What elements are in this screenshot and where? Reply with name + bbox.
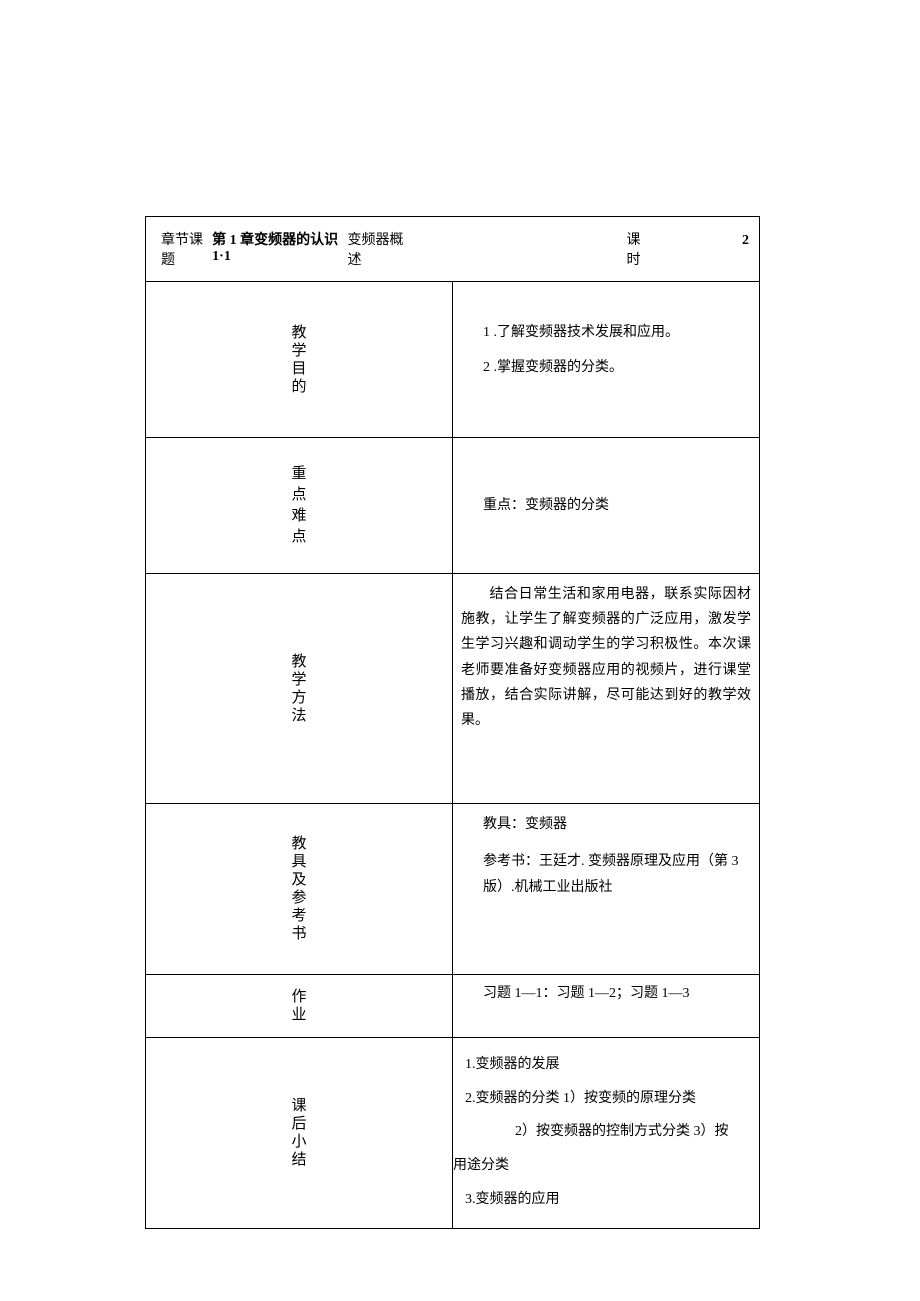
teaching-objective-content: 1 .了解变频器技术发展和应用。 2 .掌握变频器的分类。 [453, 282, 760, 438]
objective-item-2: 2 .掌握变频器的分类。 [483, 355, 744, 380]
vertical-label: 重 点 难 点 [291, 462, 306, 549]
objective-item-1: 1 .了解变频器技术发展和应用。 [483, 320, 744, 345]
class-hours-value: 2 [742, 233, 749, 249]
teaching-aids-row: 教 具 及 参 考 书 教具：变频器 参考书：王廷才. 变频器原理及应用（第 3… [146, 804, 760, 975]
vertical-label: 作 业 [291, 988, 306, 1024]
header-cell: 章节课题第 1 章变频器的认识 1·1 变频器概述 课时 2 [146, 217, 760, 282]
summary-line1: 1.变频器的发展 [465, 1048, 744, 1082]
homework-row: 作 业 习题 1—1：习题 1—2；习题 1—3 [146, 975, 760, 1038]
summary-content: 1.变频器的发展 2.变频器的分类 1）按变频的原理分类2）按变频器的控制方式分… [453, 1038, 760, 1229]
teaching-aids-content: 教具：变频器 参考书：王廷才. 变频器原理及应用（第 3 版）.机械工业出版社 [453, 804, 760, 975]
teaching-aids-line2: 参考书：王廷才. 变频器原理及应用（第 3 版）.机械工业出版社 [483, 849, 744, 899]
teaching-method-label: 教 学 方 法 [146, 574, 453, 804]
vertical-label: 教 具 及 参 考 书 [291, 835, 306, 943]
chapter-title-bold: 第 1 章变频器的认识 1·1 [212, 229, 347, 265]
key-points-text: 重点：变频器的分类 [483, 493, 744, 518]
summary-row: 课 后 小 结 1.变频器的发展 2.变频器的分类 1）按变频的原理分类2）按变… [146, 1038, 760, 1229]
vertical-label: 课 后 小 结 [291, 1097, 306, 1169]
key-points-content: 重点：变频器的分类 [453, 438, 760, 574]
header-content: 章节课题第 1 章变频器的认识 1·1 变频器概述 课时 2 [161, 229, 749, 269]
teaching-method-row: 教 学 方 法 结合日常生活和家用电器，联系实际因材施教，让学生了解变频器的广泛… [146, 574, 760, 804]
teaching-objective-row: 教 学 目 的 1 .了解变频器技术发展和应用。 2 .掌握变频器的分类。 [146, 282, 760, 438]
teaching-method-content: 结合日常生活和家用电器，联系实际因材施教，让学生了解变频器的广泛应用，激发学生学… [453, 574, 760, 804]
teaching-aids-line1: 教具：变频器 [483, 812, 744, 837]
lesson-plan-page: 章节课题第 1 章变频器的认识 1·1 变频器概述 课时 2 教 学 目 的 1… [0, 0, 920, 1229]
summary-line2c: 用途分类 [453, 1149, 744, 1183]
homework-label: 作 业 [146, 975, 453, 1038]
vertical-label: 教 学 目 的 [291, 324, 306, 396]
key-points-row: 重 点 难 点 重点：变频器的分类 [146, 438, 760, 574]
lesson-plan-table: 章节课题第 1 章变频器的认识 1·1 变频器概述 课时 2 教 学 目 的 1… [145, 216, 760, 1229]
header-row: 章节课题第 1 章变频器的认识 1·1 变频器概述 课时 2 [146, 217, 760, 282]
key-points-label: 重 点 难 点 [146, 438, 453, 574]
summary-label: 课 后 小 结 [146, 1038, 453, 1229]
class-hours-label: 课时 [626, 229, 652, 269]
vertical-label: 教 学 方 法 [291, 653, 306, 725]
teaching-method-text: 结合日常生活和家用电器，联系实际因材施教，让学生了解变频器的广泛应用，激发学生学… [461, 587, 751, 728]
chapter-title-rest: 变频器概述 [348, 229, 412, 269]
summary-line2: 2.变频器的分类 1）按变频的原理分类2）按变频器的控制方式分类 3）按 [465, 1082, 744, 1149]
summary-line3: 3.变频器的应用 [465, 1183, 744, 1217]
teaching-aids-label: 教 具 及 参 考 书 [146, 804, 453, 975]
homework-text: 习题 1—1：习题 1—2；习题 1—3 [483, 981, 744, 1006]
chapter-label: 章节课题 [161, 229, 212, 269]
homework-content: 习题 1—1：习题 1—2；习题 1—3 [453, 975, 760, 1038]
teaching-objective-label: 教 学 目 的 [146, 282, 453, 438]
